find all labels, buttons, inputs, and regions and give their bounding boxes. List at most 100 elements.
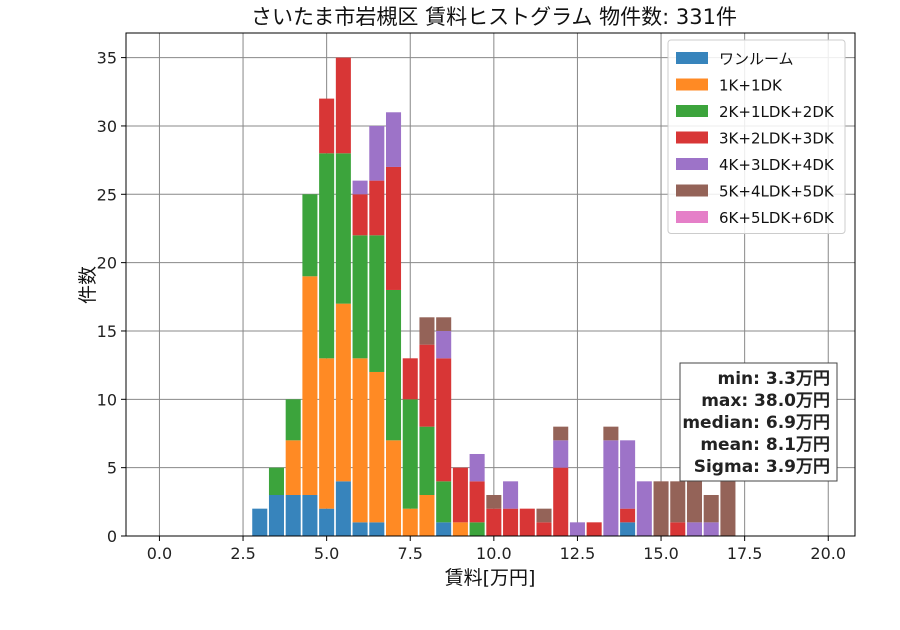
histogram-bar — [586, 522, 602, 536]
histogram-bar — [620, 522, 636, 536]
histogram-bar — [419, 344, 435, 427]
histogram-bar — [369, 235, 385, 372]
y-tick-label: 5 — [107, 459, 117, 478]
histogram-bar — [670, 522, 686, 536]
histogram-bar — [319, 508, 335, 536]
y-tick-label: 0 — [107, 527, 117, 546]
histogram-bar — [369, 180, 385, 236]
x-tick-label: 5.0 — [314, 544, 339, 563]
histogram-bar — [536, 508, 552, 523]
histogram-bar — [486, 508, 502, 536]
histogram-bar — [402, 399, 418, 509]
histogram-bar — [369, 125, 385, 181]
x-tick-label: 12.5 — [560, 544, 596, 563]
histogram-bar — [686, 481, 703, 523]
histogram-bar — [352, 522, 368, 536]
legend-label: 6K+5LDK+6DK — [719, 209, 835, 227]
legend-label: ワンルーム — [719, 50, 794, 68]
histogram-bar — [536, 522, 552, 536]
histogram-bar — [302, 276, 318, 495]
histogram-bar — [252, 508, 268, 536]
histogram-bar — [369, 522, 385, 536]
histogram-bar — [335, 303, 351, 482]
histogram-bar — [436, 522, 452, 536]
histogram-bar — [603, 440, 619, 536]
histogram-bar — [352, 180, 368, 195]
legend-swatch — [676, 131, 708, 144]
histogram-bar — [335, 153, 351, 304]
histogram-bar — [419, 494, 435, 536]
histogram-bar — [385, 289, 402, 441]
y-tick-label: 35 — [97, 49, 117, 68]
histogram-bar — [319, 153, 335, 359]
y-tick-label: 20 — [97, 254, 117, 273]
histogram-bar — [352, 235, 368, 359]
x-tick-label: 0.0 — [147, 544, 172, 563]
stats-frame — [679, 362, 838, 482]
histogram-bar — [703, 494, 719, 523]
x-tick-label: 10.0 — [476, 544, 512, 563]
x-tick-label: 7.5 — [398, 544, 423, 563]
legend-swatch — [676, 158, 708, 170]
x-tick-label: 15.0 — [643, 544, 679, 563]
histogram-bar — [653, 481, 669, 536]
histogram-bar — [553, 467, 569, 536]
y-tick-label: 10 — [97, 390, 117, 409]
histogram-bar — [352, 194, 368, 236]
histogram-bar — [385, 440, 402, 536]
legend-label: 3K+2LDK+3DK — [719, 130, 835, 148]
histogram-bar — [335, 481, 351, 536]
x-tick-label: 17.5 — [727, 544, 763, 563]
histogram-bar — [436, 358, 452, 482]
legend-label: 1K+1DK — [719, 77, 783, 95]
legend-frame — [667, 39, 846, 234]
histogram-bar — [302, 194, 318, 277]
legend-label: 2K+1LDK+2DK — [719, 103, 835, 121]
histogram-bar — [285, 494, 301, 536]
chart-title: さいたま市岩槻区 賃料ヒストグラム 物件数: 331件 — [251, 5, 737, 29]
histogram-bar — [436, 481, 452, 523]
stats-median: median: 6.9万円 — [682, 413, 830, 433]
histogram-bar — [268, 494, 285, 536]
histogram-bar — [369, 371, 385, 523]
histogram-bar — [285, 440, 301, 495]
histogram-bar — [686, 522, 703, 536]
plot-frame — [125, 32, 856, 537]
histogram-bar — [268, 467, 285, 495]
histogram-bar — [553, 426, 569, 441]
histogram-bar — [419, 317, 435, 345]
stats-max: max: 38.0万円 — [701, 391, 830, 411]
histogram-bar — [302, 494, 318, 536]
histogram-bar — [519, 508, 535, 536]
histogram-bar — [486, 494, 502, 509]
x-axis-ticks: 0.0 2.5 5.0 7.5 10.0 12.5 15.0 17.5 20.0 — [147, 536, 846, 563]
bars — [252, 57, 736, 536]
histogram-bar — [385, 166, 402, 290]
x-tick-label: 20.0 — [810, 544, 846, 563]
stats-sigma: Sigma: 3.9万円 — [694, 457, 830, 477]
legend-label: 4K+3LDK+4DK — [719, 156, 835, 174]
histogram-bar — [503, 508, 519, 536]
histogram-bar — [503, 481, 519, 509]
histogram-bar — [620, 440, 636, 509]
histogram-bar — [436, 330, 452, 359]
histogram-bar — [636, 481, 652, 536]
histogram-bar — [419, 426, 435, 495]
histogram-bar — [620, 508, 636, 523]
histogram-bar — [720, 481, 736, 536]
x-tick-label: 2.5 — [230, 544, 255, 563]
histogram-bar — [385, 112, 402, 167]
histogram-bar — [703, 522, 719, 536]
y-tick-label: 15 — [97, 322, 117, 341]
x-axis-label: 賃料[万円] — [445, 567, 536, 589]
histogram-bar — [670, 481, 686, 523]
legend-swatch — [676, 105, 708, 117]
histogram-bar — [469, 481, 485, 523]
stats-min: min: 3.3万円 — [718, 369, 830, 389]
y-axis-ticks: 0 5 10 15 20 25 30 35 — [97, 49, 126, 546]
legend-swatch — [676, 78, 708, 91]
legend-swatch — [676, 52, 708, 64]
histogram-bar — [469, 453, 485, 482]
